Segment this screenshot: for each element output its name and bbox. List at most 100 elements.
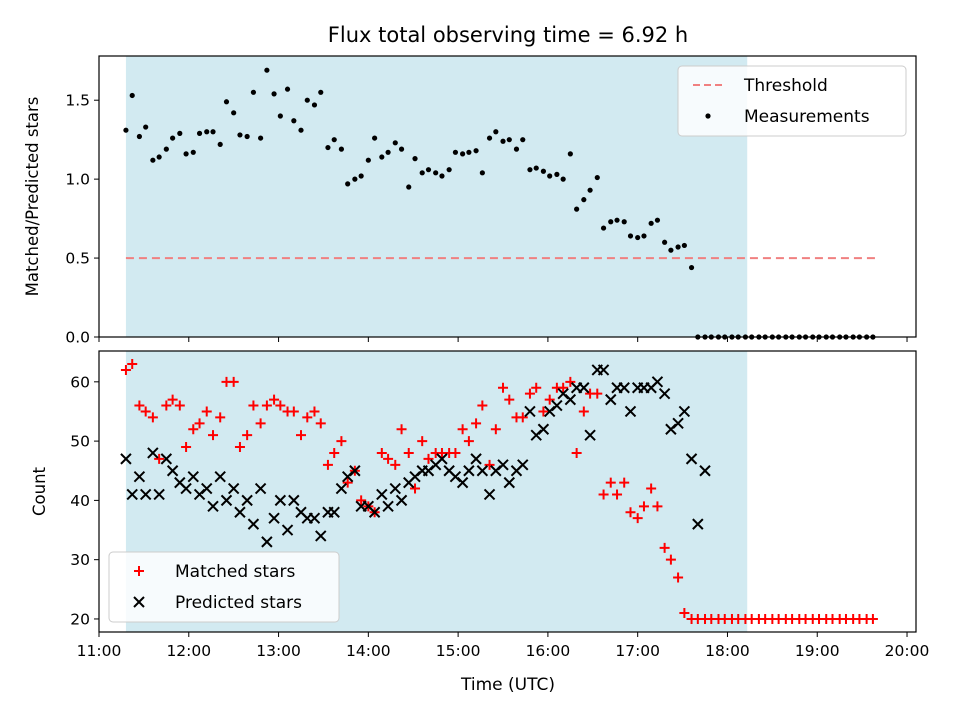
data-point [544,394,555,405]
data-point [358,173,364,179]
data-point [136,133,143,140]
data-point [170,135,176,141]
x-tick-label: 16:00 [526,642,571,660]
data-point [398,146,405,152]
data-point [338,146,345,152]
data-point [433,170,439,176]
data-point [524,405,536,418]
data-point [867,613,878,624]
data-point [244,133,250,140]
legend-label: Threshold [743,76,828,96]
data-point [632,513,643,524]
data-point [419,170,425,176]
data-point [517,459,529,471]
data-point [624,405,637,418]
data-point [406,184,412,190]
data-point [699,465,711,477]
data-point [463,465,475,477]
data-point [395,494,408,507]
data-point [592,388,603,399]
data-point [614,217,620,223]
data-point [486,135,493,141]
data-point [288,406,299,417]
data-point [190,149,196,155]
data-point [423,453,434,464]
data-point [368,506,381,518]
data-point [540,168,547,174]
data-point [160,453,173,465]
legend-marker [134,566,144,576]
data-point [315,418,326,429]
data-point [302,412,313,423]
data-point [376,488,388,501]
data-point [594,174,600,181]
data-point [291,118,297,124]
data-point [446,167,452,173]
data-point [208,430,219,441]
data-point [618,382,630,394]
data-point [277,113,283,119]
data-point [274,494,287,507]
data-point [174,400,185,411]
data-point [587,187,593,193]
data-point [479,170,485,176]
data-point [477,400,488,411]
data-point [177,130,183,136]
data-point [531,382,542,393]
data-point [527,167,533,173]
data-point [410,483,421,494]
x-tick-label: 13:00 [256,642,301,660]
data-point [365,157,371,163]
legend-box [108,551,340,623]
data-point [513,146,520,152]
data-point [450,447,461,458]
data-point [234,442,245,453]
data-point [600,225,607,231]
y-axis-label: Matched/Predicted stars [23,97,42,297]
y-tick-label: 60 [70,373,90,391]
data-point [692,518,704,530]
data-point [298,127,304,133]
data-point [460,151,466,157]
x-tick-label: 14:00 [346,642,391,660]
legend-label: Matched stars [175,562,295,582]
data-point [126,488,138,501]
data-point [584,429,596,441]
x-tick-label: 11:00 [77,642,122,660]
data-point [436,453,448,465]
data-point [288,494,300,507]
y-tick-label: 20 [70,610,90,628]
legend-marker [705,113,711,119]
data-point [403,447,414,458]
data-point [335,482,348,495]
chart-title: Flux total observing time = 6.92 h [328,23,688,47]
data-point [679,608,690,619]
data-point [261,400,272,411]
data-point [281,524,294,536]
data-point [231,110,237,116]
y-tick-label: 40 [70,492,90,510]
data-point [376,447,387,458]
data-point [269,394,280,405]
x-tick-label: 18:00 [705,642,750,660]
data-point [133,470,146,483]
data-point [228,376,239,387]
data-point [379,154,385,160]
data-point [581,197,587,203]
legend-marker [133,596,145,608]
data-point [456,476,469,489]
x-axis-label: Time (UTC) [460,675,555,695]
data-point [658,387,671,400]
data-point [503,476,516,489]
data-point [150,157,156,163]
data-point [392,140,398,146]
data-point [390,459,401,470]
data-point [483,488,496,501]
data-point [120,453,132,465]
data-point [564,393,577,406]
data-point [668,247,674,253]
data-point [646,483,657,494]
data-point [520,137,526,143]
x-tick-label: 15:00 [436,642,481,660]
data-point [325,144,331,151]
